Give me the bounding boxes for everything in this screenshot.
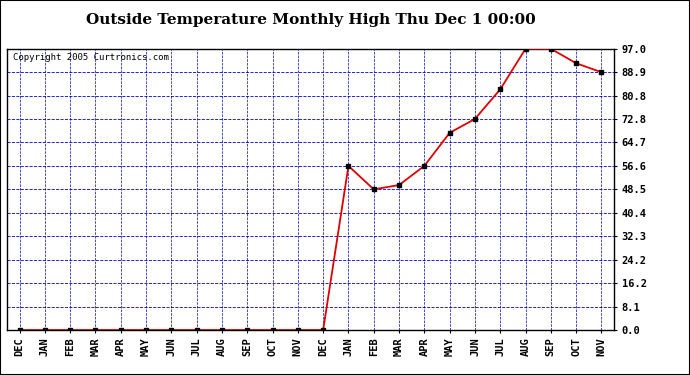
Text: Copyright 2005 Curtronics.com: Copyright 2005 Curtronics.com: [13, 53, 169, 62]
Text: Outside Temperature Monthly High Thu Dec 1 00:00: Outside Temperature Monthly High Thu Dec…: [86, 13, 535, 27]
